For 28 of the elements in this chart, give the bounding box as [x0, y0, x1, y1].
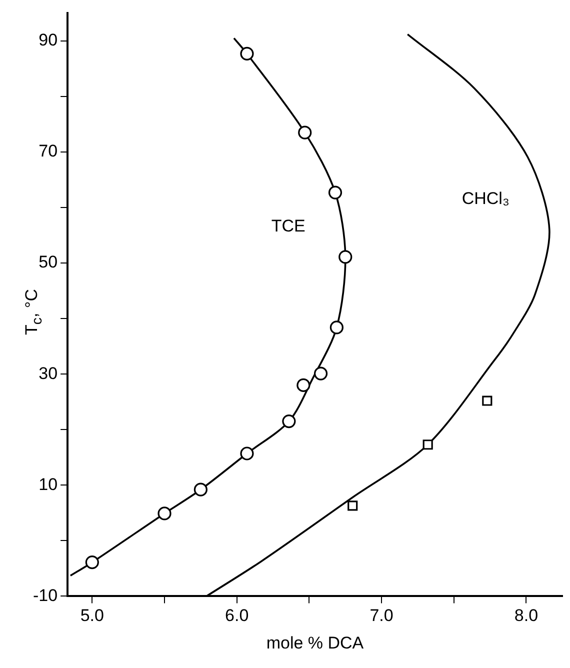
point [338, 250, 352, 264]
point [158, 506, 172, 520]
y-tick-label: 50 [38, 252, 58, 272]
x-tick-label: 8.0 [514, 606, 538, 626]
point [328, 186, 342, 200]
y-tick-label: 10 [38, 474, 58, 494]
point [314, 366, 328, 380]
point [240, 46, 254, 61]
point [240, 446, 254, 460]
y-tick-label: 70 [38, 142, 58, 161]
point [482, 396, 492, 406]
y-tick-label: 90 [38, 30, 58, 50]
point [85, 556, 99, 570]
point [194, 482, 208, 496]
point [296, 378, 310, 392]
point [298, 126, 312, 140]
x-tick-label: 7.0 [370, 606, 394, 626]
point [330, 320, 344, 334]
y-tick-label: 30 [38, 364, 58, 383]
x-tick-label: 5.0 [80, 606, 104, 626]
point [282, 414, 296, 428]
y-tick-label: -10 [32, 586, 58, 605]
point [422, 440, 433, 450]
x-tick-label: 6.0 [225, 606, 249, 626]
text: TCE [271, 216, 306, 236]
x-axis-title: mole % DCA [266, 633, 364, 652]
point [348, 500, 358, 511]
series-label: CHCl₃ [462, 188, 510, 208]
